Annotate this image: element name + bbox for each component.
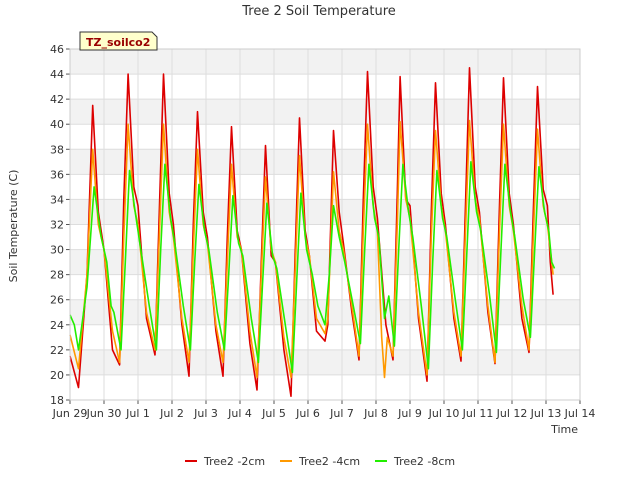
plot-band bbox=[70, 199, 580, 225]
plot-band bbox=[70, 174, 580, 200]
y-tick-label: 34 bbox=[50, 193, 64, 206]
plot-band bbox=[70, 224, 580, 250]
x-tick-label: Jul 7 bbox=[329, 407, 354, 420]
x-tick-label: Jul 1 bbox=[125, 407, 150, 420]
x-tick-label: Jul 4 bbox=[227, 407, 252, 420]
x-axis-label: Time bbox=[550, 423, 578, 436]
plot-band bbox=[70, 149, 580, 175]
y-tick-label: 22 bbox=[50, 344, 64, 357]
y-axis-ticks: 18 20 22 24 26 28 30 32 34 36 38 40 42 44 46 bbox=[50, 43, 70, 407]
y-tick-label: 30 bbox=[50, 244, 64, 257]
plot-band bbox=[70, 99, 580, 125]
legend-label: Tree2 -8cm bbox=[393, 455, 455, 468]
series-lines bbox=[69, 67, 556, 397]
plot-band bbox=[70, 374, 580, 400]
y-tick-label: 24 bbox=[50, 319, 64, 332]
plot-band bbox=[70, 124, 580, 150]
series-line-3 bbox=[69, 161, 556, 374]
plot-band bbox=[70, 49, 580, 75]
y-tick-label: 44 bbox=[50, 68, 64, 81]
plot-band bbox=[70, 349, 580, 375]
x-tick-label: Jul 5 bbox=[261, 407, 286, 420]
y-tick-label: 42 bbox=[50, 93, 64, 106]
x-tick-label: Jul 8 bbox=[363, 407, 388, 420]
legend-label: Tree2 -2cm bbox=[203, 455, 265, 468]
plot-band bbox=[70, 249, 580, 275]
y-tick-label: 38 bbox=[50, 143, 64, 156]
x-tick-label: Jul 3 bbox=[193, 407, 218, 420]
y-tick-label: 32 bbox=[50, 219, 64, 232]
x-tick-label: Jul 13 bbox=[530, 407, 562, 420]
x-tick-label: Jul 14 bbox=[564, 407, 596, 420]
series-line-2 bbox=[69, 119, 554, 379]
x-tick-label: Jun 29 bbox=[52, 407, 88, 420]
y-tick-label: 20 bbox=[50, 369, 64, 382]
legend: Tree2 -2cm Tree2 -4cm Tree2 -8cm bbox=[185, 455, 455, 468]
y-tick-label: 46 bbox=[50, 43, 64, 56]
y-tick-label: 18 bbox=[50, 394, 64, 407]
x-tick-label: Jul 6 bbox=[295, 407, 320, 420]
x-tick-label: Jun 30 bbox=[86, 407, 122, 420]
y-tick-label: 40 bbox=[50, 118, 64, 131]
y-tick-label: 28 bbox=[50, 269, 64, 282]
x-axis-ticks: Jun 29 Jun 30 Jul 1 Jul 2 Jul 3 Jul 4 Jul 5 Jul… bbox=[52, 400, 596, 420]
badge: TZ_soilco2 bbox=[79, 31, 158, 51]
chart-title: Tree 2 Soil Temperature bbox=[241, 4, 396, 19]
legend-label: Tree2 -4cm bbox=[298, 455, 360, 468]
x-tick-label: Jul 12 bbox=[496, 407, 528, 420]
x-tick-label: Jul 11 bbox=[462, 407, 494, 420]
x-tick-label: Jul 10 bbox=[428, 407, 460, 420]
y-axis-label: Soil Temperature (C) bbox=[7, 170, 20, 283]
y-tick-label: 26 bbox=[50, 294, 64, 307]
x-tick-label: Jul 9 bbox=[397, 407, 422, 420]
badge-label: TZ_soilco2 bbox=[86, 36, 150, 49]
plot-band bbox=[70, 274, 580, 300]
plot-band bbox=[70, 74, 580, 100]
plot-frame bbox=[69, 48, 581, 401]
x-tick-label: Jul 2 bbox=[159, 407, 184, 420]
y-tick-label: 36 bbox=[50, 168, 64, 181]
series-line-1 bbox=[69, 67, 554, 397]
